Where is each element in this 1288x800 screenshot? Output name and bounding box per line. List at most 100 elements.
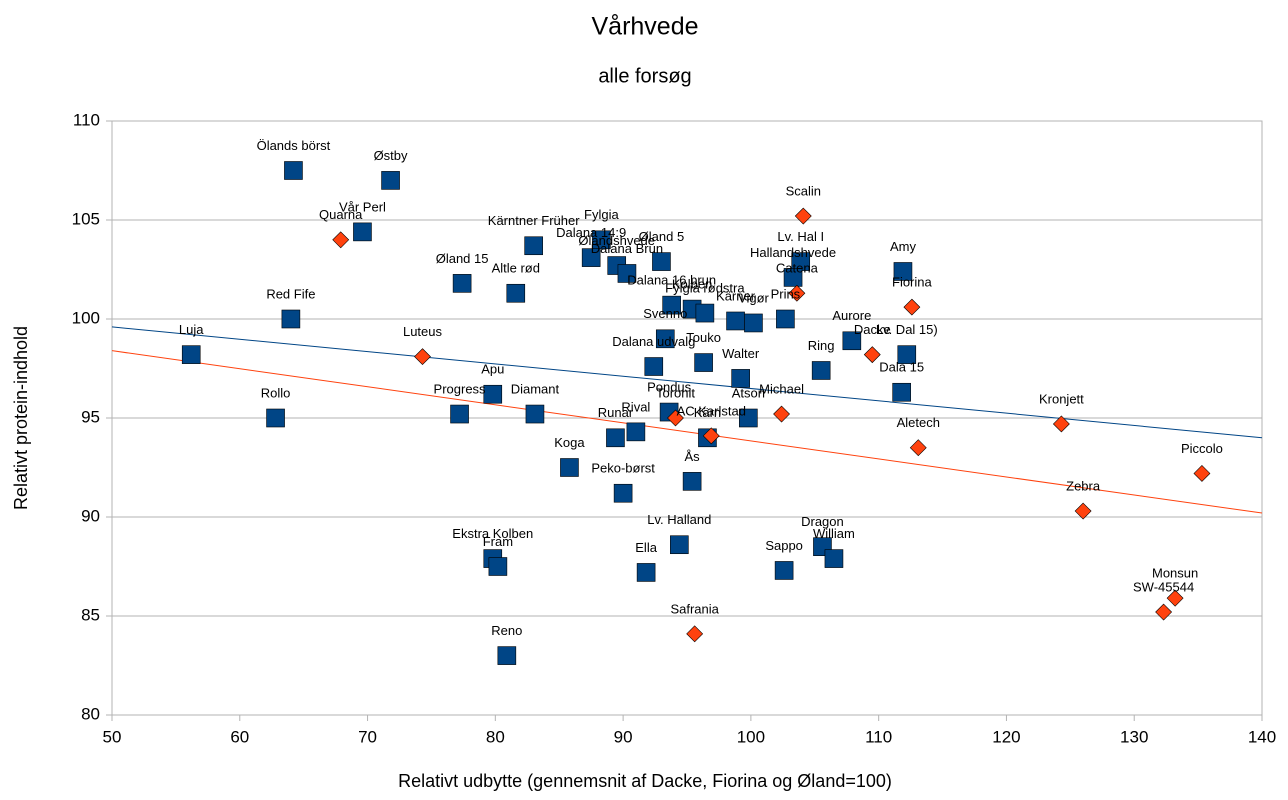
- point-label: Ring: [808, 338, 835, 353]
- point: [788, 284, 806, 302]
- point-label: Kärntner Früher: [488, 213, 580, 228]
- point-label: Altle rød: [492, 261, 540, 276]
- point: [682, 472, 702, 491]
- point: [452, 274, 472, 293]
- y-tick-label: 100: [72, 308, 100, 327]
- x-tick-label: 60: [230, 727, 249, 746]
- point-label: Dalana Brun: [591, 241, 663, 256]
- x-tick-label: 140: [1248, 727, 1276, 746]
- point: [670, 535, 689, 555]
- point-label: Dalana 16 brun: [627, 273, 716, 288]
- point: [524, 236, 543, 256]
- plot-frame: [111, 120, 1263, 716]
- point: [266, 408, 285, 428]
- x-tick-label: 50: [103, 727, 122, 746]
- point-label: Quarna: [319, 207, 363, 222]
- point-label: AC Karlstad: [677, 403, 746, 418]
- point-label: Diamant: [511, 381, 560, 396]
- point: [1155, 603, 1173, 621]
- point-label: Svenno: [643, 306, 687, 321]
- point: [606, 428, 625, 448]
- point: [636, 563, 656, 582]
- point-label: Pondus: [647, 379, 692, 394]
- point-label: Reno: [491, 623, 522, 638]
- point-label: SW-45544: [1133, 579, 1194, 594]
- point-label: Progress: [434, 381, 487, 396]
- point-label: Touko: [686, 330, 721, 345]
- x-tick-label: 70: [358, 727, 377, 746]
- point: [560, 458, 579, 477]
- point: [1052, 415, 1070, 433]
- point-label: Peko-børst: [591, 461, 655, 476]
- point: [686, 625, 704, 643]
- point-label: Lv. Hal I: [777, 229, 824, 244]
- point: [581, 248, 601, 267]
- point-label: Vigør: [738, 290, 769, 305]
- point-label: Lv. Halland: [647, 512, 711, 527]
- point: [731, 369, 750, 388]
- point: [774, 561, 794, 580]
- point: [1193, 465, 1211, 482]
- point: [842, 331, 862, 351]
- point-label: Øland 5: [639, 229, 685, 244]
- point: [726, 311, 745, 331]
- point: [506, 283, 526, 303]
- point-label: Aurore: [832, 308, 871, 323]
- point: [824, 549, 844, 568]
- point-label: Fylgia: [584, 207, 619, 222]
- point-label: Dragon: [801, 514, 844, 529]
- point: [776, 309, 795, 329]
- point: [381, 171, 400, 190]
- point-label: Kärner: [716, 288, 756, 303]
- point-label: Vår Perl: [339, 199, 386, 214]
- point-label: Luja: [179, 322, 204, 337]
- point: [483, 384, 503, 404]
- point: [739, 408, 758, 428]
- point: [695, 303, 715, 323]
- point-label: Red Fife: [266, 286, 315, 301]
- point-label: Catena: [776, 261, 819, 276]
- point: [414, 348, 431, 366]
- point: [1166, 589, 1184, 607]
- point-label: Østby: [374, 148, 408, 163]
- point-label: Apu: [481, 362, 504, 377]
- point-label: Prins: [771, 286, 801, 301]
- y-tick-label: 80: [81, 704, 100, 723]
- point: [353, 222, 372, 242]
- chart-title: Vårhvede: [591, 13, 698, 41]
- point: [644, 357, 664, 376]
- point-label: Toronit: [656, 385, 695, 400]
- y-tick-label: 105: [72, 209, 100, 228]
- x-tick-label: 90: [614, 727, 633, 746]
- point-label: Kronjett: [1039, 391, 1084, 406]
- point-label: Hallandshvede: [750, 245, 836, 260]
- point: [811, 361, 831, 380]
- point: [626, 422, 646, 442]
- point: [652, 252, 671, 271]
- x-tick-label: 120: [992, 727, 1020, 746]
- y-tick-label: 90: [81, 506, 100, 525]
- point: [332, 231, 350, 249]
- point-label: Fylgia rødstra: [665, 280, 745, 295]
- point-label: Dalana 14:9: [556, 225, 626, 240]
- point: [613, 483, 633, 503]
- point-label: Dala 15: [879, 360, 924, 375]
- point: [783, 268, 803, 287]
- point-label: Koga: [554, 435, 585, 450]
- y-axis-label: Relativt protein-indhold: [11, 326, 31, 510]
- point-label: Michael: [759, 381, 804, 396]
- point-label: Fram: [483, 534, 513, 549]
- point: [281, 309, 301, 329]
- point: [181, 345, 201, 364]
- point-label: Aletech: [897, 415, 940, 430]
- point: [617, 264, 637, 283]
- point-label: Walter: [722, 346, 760, 361]
- point: [794, 207, 812, 225]
- point-label: Atson: [732, 385, 765, 400]
- point-label: Fiorina: [892, 275, 933, 290]
- point-label: William: [813, 526, 855, 541]
- point: [592, 230, 611, 250]
- point: [662, 295, 681, 315]
- y-tick-label: 110: [73, 110, 100, 129]
- y-tick-label: 95: [81, 407, 100, 426]
